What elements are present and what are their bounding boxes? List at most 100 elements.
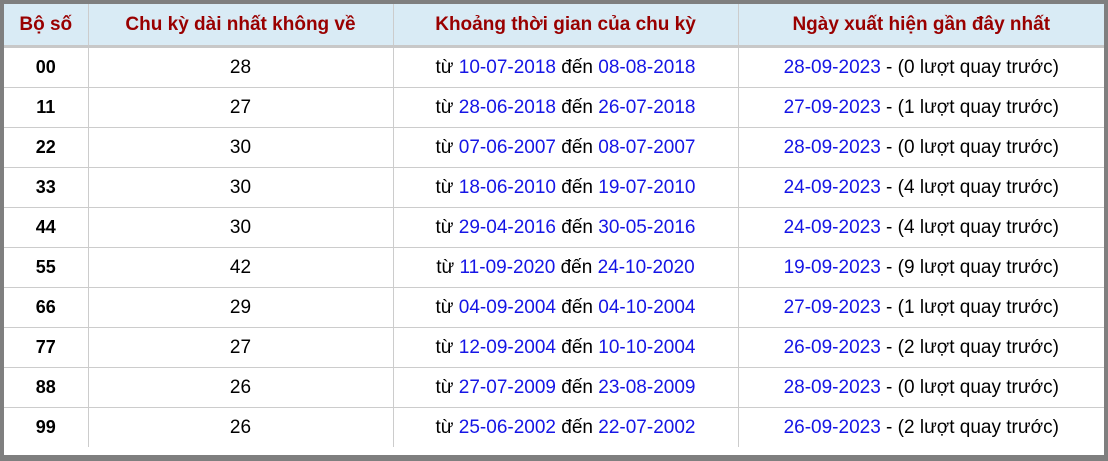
from-label: từ — [436, 256, 455, 278]
cycle-cell: 42 — [88, 247, 394, 288]
to-date-link[interactable]: 24-10-2020 — [597, 256, 695, 278]
draws-ago: (4 lượt quay trước) — [897, 176, 1059, 198]
from-date-link[interactable]: 18-06-2010 — [458, 176, 556, 198]
from-date-link[interactable]: 28-06-2018 — [458, 96, 556, 118]
period-cell: từ 29-04-2016 đến 30-05-2016 — [393, 207, 739, 248]
last-seen-cell: 28-09-2023 - (0 lượt quay trước) — [738, 367, 1104, 408]
separator: - — [880, 376, 898, 398]
draws-ago: (1 lượt quay trước) — [897, 296, 1059, 318]
to-label: đến — [561, 176, 593, 198]
from-date-link[interactable]: 12-09-2004 — [458, 336, 556, 358]
separator: - — [880, 176, 898, 198]
to-date-link[interactable]: 22-07-2002 — [598, 416, 696, 438]
pair-cell: 88 — [4, 367, 89, 408]
last-date-link[interactable]: 24-09-2023 — [783, 216, 881, 238]
table-row: 66 29 từ 04-09-2004 đến 04-10-2004 27-09-20… — [4, 287, 1104, 328]
period-cell: từ 18-06-2010 đến 19-07-2010 — [393, 167, 739, 208]
to-date-link[interactable]: 04-10-2004 — [598, 296, 696, 318]
period-cell: từ 04-09-2004 đến 04-10-2004 — [393, 287, 739, 328]
draws-ago: (0 lượt quay trước) — [897, 136, 1059, 158]
header-row: Bộ số Chu kỳ dài nhất không về Khoảng th… — [4, 4, 1104, 48]
header-last-seen: Ngày xuất hiện gần đây nhất — [738, 4, 1104, 48]
last-seen-cell: 28-09-2023 - (0 lượt quay trước) — [738, 46, 1104, 88]
from-label: từ — [435, 176, 454, 198]
draws-ago: (9 lượt quay trước) — [897, 256, 1059, 278]
separator: - — [880, 256, 898, 278]
cycle-cell: 27 — [88, 87, 394, 128]
from-date-link[interactable]: 04-09-2004 — [458, 296, 556, 318]
to-label: đến — [561, 336, 593, 358]
pair-cell: 22 — [4, 127, 89, 168]
from-label: từ — [435, 376, 454, 398]
from-date-link[interactable]: 07-06-2007 — [458, 136, 556, 158]
to-label: đến — [561, 136, 593, 158]
to-date-link[interactable]: 10-10-2004 — [598, 336, 696, 358]
to-label: đến — [561, 416, 593, 438]
table-row: 11 27 từ 28-06-2018 đến 26-07-2018 27-09-20… — [4, 87, 1104, 128]
to-date-link[interactable]: 19-07-2010 — [598, 176, 696, 198]
period-cell: từ 11-09-2020 đến 24-10-2020 — [393, 247, 739, 288]
cycle-cell: 27 — [88, 327, 394, 368]
pair-cell: 44 — [4, 207, 89, 248]
pair-cell: 33 — [4, 167, 89, 208]
last-date-link[interactable]: 27-09-2023 — [783, 296, 881, 318]
separator: - — [880, 336, 898, 358]
last-seen-cell: 27-09-2023 - (1 lượt quay trước) — [738, 87, 1104, 128]
pair-cell: 55 — [4, 247, 89, 288]
last-date-link[interactable]: 24-09-2023 — [783, 176, 881, 198]
cycle-cell: 30 — [88, 127, 394, 168]
last-seen-cell: 24-09-2023 - (4 lượt quay trước) — [738, 207, 1104, 248]
to-label: đến — [561, 56, 593, 78]
from-label: từ — [435, 56, 454, 78]
from-date-link[interactable]: 10-07-2018 — [458, 56, 556, 78]
pair-cell: 00 — [4, 46, 89, 88]
to-label: đến — [561, 96, 593, 118]
to-date-link[interactable]: 30-05-2016 — [598, 216, 696, 238]
last-date-link[interactable]: 19-09-2023 — [783, 256, 881, 278]
header-cycle: Chu kỳ dài nhất không về — [88, 4, 394, 48]
separator: - — [880, 416, 898, 438]
last-seen-cell: 26-09-2023 - (2 lượt quay trước) — [738, 408, 1104, 448]
from-date-link[interactable]: 11-09-2020 — [459, 256, 556, 278]
to-label: đến — [560, 256, 593, 278]
table-row: 44 30 từ 29-04-2016 đến 30-05-2016 24-09-20… — [4, 207, 1104, 248]
from-label: từ — [435, 216, 454, 238]
table-row: 88 26 từ 27-07-2009 đến 23-08-2009 28-09-20… — [4, 367, 1104, 408]
draws-ago: (0 lượt quay trước) — [897, 56, 1059, 78]
cycle-cell: 26 — [88, 407, 394, 447]
last-date-link[interactable]: 28-09-2023 — [783, 136, 881, 158]
header-period: Khoảng thời gian của chu kỳ — [393, 4, 739, 48]
from-date-link[interactable]: 25-06-2002 — [458, 416, 556, 438]
separator: - — [880, 56, 898, 78]
last-date-link[interactable]: 26-09-2023 — [783, 336, 881, 358]
to-date-link[interactable]: 23-08-2009 — [598, 376, 696, 398]
table-row: 55 42 từ 11-09-2020 đến 24-10-2020 19-09-20… — [4, 247, 1104, 288]
from-date-link[interactable]: 27-07-2009 — [458, 376, 556, 398]
period-cell: từ 25-06-2002 đến 22-07-2002 — [393, 407, 739, 447]
table-row: 77 27 từ 12-09-2004 đến 10-10-2004 26-09-20… — [4, 327, 1104, 368]
to-date-link[interactable]: 08-07-2007 — [598, 136, 696, 158]
pair-cell: 66 — [4, 287, 89, 328]
cycle-cell: 26 — [88, 367, 394, 408]
to-date-link[interactable]: 26-07-2018 — [598, 96, 696, 118]
last-date-link[interactable]: 27-09-2023 — [783, 96, 881, 118]
table-row: 99 26 từ 25-06-2002 đến 22-07-2002 26-09-20… — [4, 407, 1104, 448]
separator: - — [880, 136, 898, 158]
to-date-link[interactable]: 08-08-2018 — [598, 56, 696, 78]
cycle-cell: 30 — [88, 167, 394, 208]
separator: - — [880, 216, 898, 238]
from-date-link[interactable]: 29-04-2016 — [458, 216, 556, 238]
last-seen-cell: 24-09-2023 - (4 lượt quay trước) — [738, 167, 1104, 208]
from-label: từ — [435, 96, 454, 118]
from-label: từ — [435, 336, 454, 358]
last-seen-cell: 27-09-2023 - (1 lượt quay trước) — [738, 287, 1104, 328]
last-date-link[interactable]: 28-09-2023 — [783, 56, 881, 78]
last-date-link[interactable]: 26-09-2023 — [783, 416, 881, 438]
pair-cell: 77 — [4, 327, 89, 368]
draws-ago: (2 lượt quay trước) — [897, 336, 1059, 358]
last-date-link[interactable]: 28-09-2023 — [783, 376, 881, 398]
to-label: đến — [561, 296, 593, 318]
last-seen-cell: 19-09-2023 - (9 lượt quay trước) — [738, 247, 1104, 288]
cycle-cell: 28 — [88, 46, 394, 88]
